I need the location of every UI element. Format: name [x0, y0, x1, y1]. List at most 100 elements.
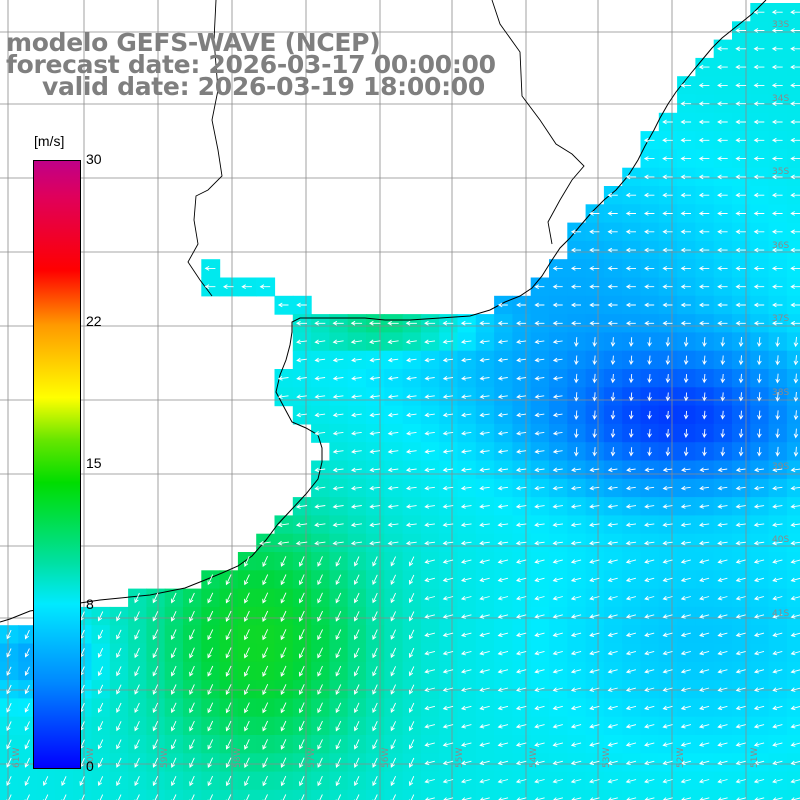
- wind-arrow: [644, 522, 655, 528]
- wind-arrow: [643, 156, 655, 161]
- wind-arrow: [698, 119, 710, 125]
- wind-arrow: [280, 592, 287, 604]
- latitude-label: 34S: [772, 93, 790, 104]
- wind-arrow: [717, 760, 728, 766]
- wind-arrow: [479, 522, 490, 528]
- wind-arrow: [662, 723, 673, 729]
- wind-arrow: [277, 540, 289, 546]
- wind-arrow: [552, 705, 563, 711]
- wind-arrow: [460, 559, 472, 564]
- wind-arrow: [207, 757, 214, 769]
- wind-arrow: [680, 632, 691, 637]
- wind-arrow: [592, 428, 597, 439]
- colorbar-tick-label: 22: [86, 312, 102, 329]
- wind-arrow: [552, 467, 563, 473]
- wind-arrow: [405, 320, 417, 326]
- wind-arrow: [753, 83, 765, 88]
- colorbar-unit: [m/s]: [34, 133, 65, 149]
- wind-arrow: [442, 449, 454, 454]
- wind-arrow: [460, 467, 472, 473]
- wind-arrow: [354, 794, 360, 800]
- wind-arrow: [460, 449, 472, 454]
- latitude-label: 36S: [772, 240, 790, 251]
- wind-speed-cell: [732, 789, 751, 800]
- wind-arrow: [625, 723, 637, 729]
- wind-arrow: [369, 504, 381, 509]
- wind-arrow: [662, 284, 673, 289]
- wind-arrow: [680, 760, 692, 766]
- wind-speed-cell: [457, 789, 477, 800]
- wind-arrow: [424, 485, 435, 491]
- wind-arrow: [317, 757, 323, 768]
- wind-arrow: [775, 446, 780, 457]
- wind-arrow: [332, 504, 344, 509]
- wind-arrow: [387, 376, 399, 381]
- wind-arrow: [644, 284, 655, 289]
- wind-arrow: [699, 614, 710, 619]
- wind-arrow: [717, 504, 728, 509]
- wind-arrow: [772, 540, 783, 546]
- wind-arrow: [735, 632, 746, 637]
- wind-arrow: [460, 760, 472, 766]
- wind-arrow: [665, 337, 671, 347]
- wind-arrow: [442, 357, 454, 363]
- wind-arrow: [24, 776, 30, 787]
- wind-arrow: [662, 266, 673, 271]
- wind-arrow: [516, 595, 527, 601]
- wind-arrow: [628, 337, 634, 347]
- wind-arrow: [753, 266, 765, 271]
- wind-arrow: [571, 467, 581, 473]
- wind-arrow: [207, 647, 214, 659]
- wind-arrow: [735, 595, 746, 601]
- wind-speed-cell: [549, 789, 568, 800]
- wind-arrow: [225, 665, 232, 677]
- wind-arrow: [790, 9, 800, 15]
- wind-arrow: [662, 485, 673, 491]
- wind-arrow: [735, 650, 746, 656]
- wind-arrow: [552, 376, 563, 381]
- wind-arrow: [259, 284, 271, 289]
- wind-arrow: [479, 485, 490, 491]
- wind-speed-cell: [347, 789, 367, 800]
- wind-arrow: [317, 794, 323, 800]
- wind-arrow: [680, 485, 691, 491]
- wind-arrow: [753, 577, 765, 583]
- wind-speed-cell: [768, 789, 788, 800]
- coastline-path: [0, 0, 767, 623]
- wind-arrow: [277, 522, 289, 528]
- latitude-label: 33S: [772, 20, 790, 30]
- wind-arrow: [592, 355, 597, 366]
- wind-arrow: [479, 632, 490, 638]
- wind-arrow: [262, 775, 268, 787]
- wind-arrow: [771, 192, 783, 198]
- wind-arrow: [335, 684, 342, 695]
- wind-speed-cell: [475, 789, 495, 800]
- wind-arrow: [97, 629, 104, 640]
- wind-arrow: [516, 687, 527, 692]
- wind-arrow: [717, 540, 728, 546]
- wind-arrow: [643, 211, 655, 216]
- wind-arrow: [592, 392, 597, 402]
- wind-arrow: [647, 447, 652, 457]
- wind-arrow: [698, 229, 710, 235]
- wind-arrow: [97, 721, 104, 732]
- wind-arrow: [262, 647, 269, 659]
- wind-arrow: [790, 559, 800, 564]
- wind-arrow: [24, 666, 30, 676]
- wind-arrow: [753, 632, 765, 637]
- wind-arrow: [552, 760, 564, 766]
- wind-arrow: [625, 247, 636, 253]
- wind-arrow: [662, 760, 673, 766]
- wind-arrow: [702, 447, 707, 457]
- wind-arrow: [647, 429, 652, 438]
- wind-arrow: [772, 650, 783, 656]
- wind-arrow: [516, 339, 527, 345]
- wind-arrow: [335, 574, 342, 586]
- wind-arrow: [681, 467, 691, 473]
- wind-arrow: [314, 357, 326, 363]
- wind-arrow: [479, 614, 490, 619]
- wind-arrow: [607, 650, 618, 656]
- wind-arrow: [574, 392, 579, 402]
- wind-arrow: [607, 632, 618, 637]
- wind-arrow: [350, 339, 363, 345]
